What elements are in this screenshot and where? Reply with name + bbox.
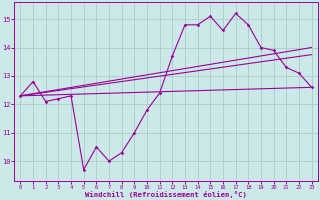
X-axis label: Windchill (Refroidissement éolien,°C): Windchill (Refroidissement éolien,°C) (85, 191, 247, 198)
